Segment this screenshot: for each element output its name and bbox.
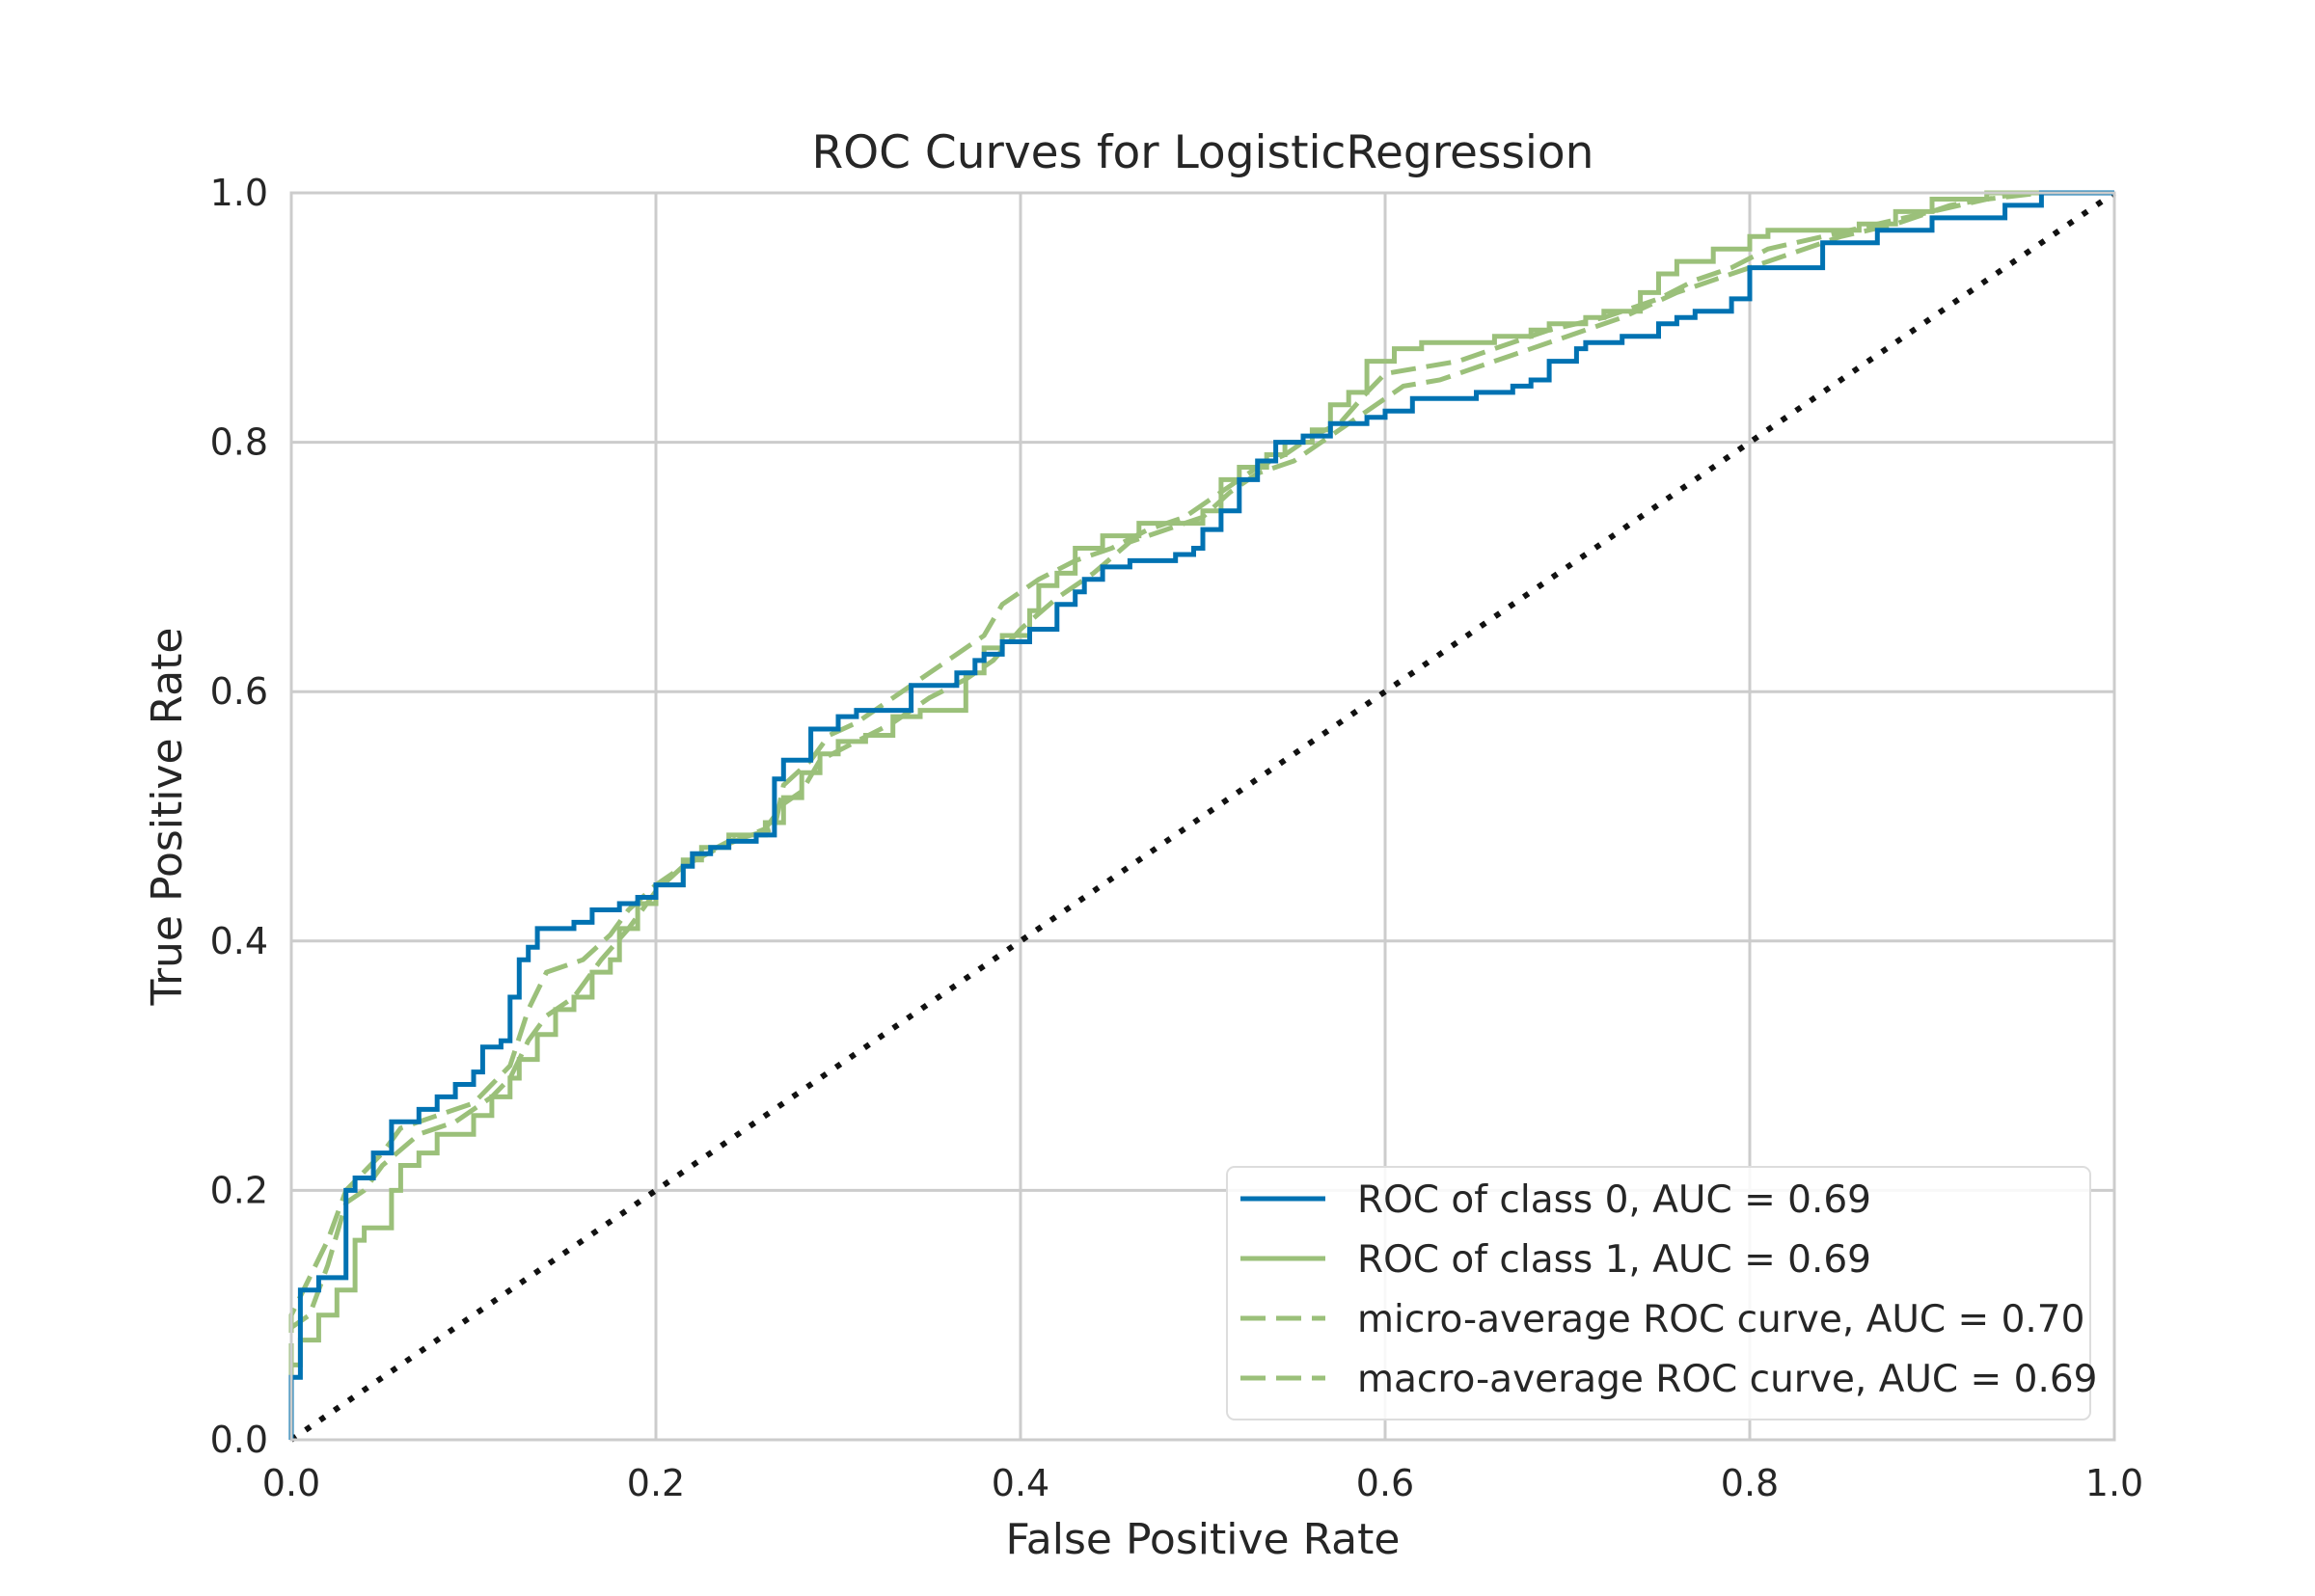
- y-tick-label: 1.0: [210, 172, 268, 214]
- series-line-4: [289, 190, 2116, 1443]
- x-axis-label: False Positive Rate: [1006, 1515, 1401, 1564]
- plot-series: [288, 190, 2116, 1443]
- x-tick-label: 0.0: [262, 1462, 320, 1504]
- legend-label: ROC of class 0, AUC = 0.69: [1357, 1178, 1871, 1222]
- x-tick-label: 0.2: [627, 1462, 685, 1504]
- y-tick-label: 0.6: [210, 670, 268, 713]
- x-tick-label: 0.6: [1356, 1462, 1414, 1504]
- chart-title: ROC Curves for LogisticRegression: [812, 126, 1594, 179]
- legend-box: [1226, 1166, 2091, 1420]
- legend-label: micro-average ROC curve, AUC = 0.70: [1357, 1298, 2084, 1341]
- plot-frame: [289, 191, 2116, 1442]
- y-tick-label: 0.8: [210, 421, 268, 464]
- tick-labels: 0.0 0.2 0.4 0.6 0.8 1.0 0.0 0.2 0.4 0.6 0.8 1.0: [210, 172, 2144, 1504]
- series-line-3: [288, 190, 2114, 1440]
- legend-label: ROC of class 1, AUC = 0.69: [1357, 1238, 1871, 1282]
- x-tick-label: 1.0: [2085, 1462, 2143, 1504]
- grid: [289, 191, 2116, 1442]
- y-tick-label: 0.0: [210, 1419, 268, 1461]
- x-tick-label: 0.4: [992, 1462, 1049, 1504]
- y-tick-label: 0.4: [210, 920, 268, 962]
- legend-label: macro-average ROC curve, AUC = 0.69: [1357, 1358, 2097, 1401]
- legend: ROC of class 0, AUC = 0.69 ROC of class 1…: [1226, 1166, 2097, 1420]
- y-tick-label: 0.2: [210, 1169, 268, 1211]
- series-line-1: [288, 190, 2114, 1440]
- x-tick-label: 0.8: [1721, 1462, 1779, 1504]
- series-line-0: [288, 190, 2114, 1440]
- y-axis-label: True Positive Rate: [143, 628, 192, 1007]
